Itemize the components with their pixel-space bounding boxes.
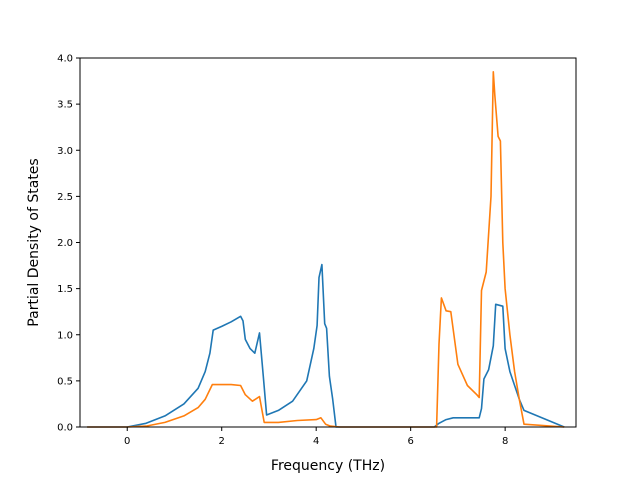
x-tick-label: 0 [124, 436, 130, 447]
x-tick-label: 6 [407, 436, 413, 447]
y-tick-label: 1.0 [57, 330, 73, 341]
y-tick-label: 1.5 [57, 284, 73, 295]
y-axis-label: Partial Density of States [26, 158, 42, 326]
y-tick-label: 3.0 [57, 146, 73, 157]
series-line-1 [87, 263, 565, 428]
y-tick-label: 2.0 [57, 238, 73, 249]
y-tick-label: 4.0 [57, 54, 73, 65]
x-axis-label: Frequency (THz) [271, 458, 385, 474]
y-tick-label: 3.5 [57, 100, 73, 111]
y-tick-label: 0.0 [57, 423, 73, 434]
x-tick-label: 8 [502, 436, 508, 447]
y-tick-label: 0.5 [57, 376, 73, 387]
x-tick-label: 2 [219, 436, 225, 447]
y-tick-label: 2.5 [57, 192, 73, 203]
y-axis: 0.0 0.5 1.0 1.5 2.0 2.5 3.0 3.5 4.0 [57, 54, 80, 434]
x-axis: 0 2 4 6 8 [124, 427, 508, 447]
x-tick-label: 4 [313, 436, 319, 447]
